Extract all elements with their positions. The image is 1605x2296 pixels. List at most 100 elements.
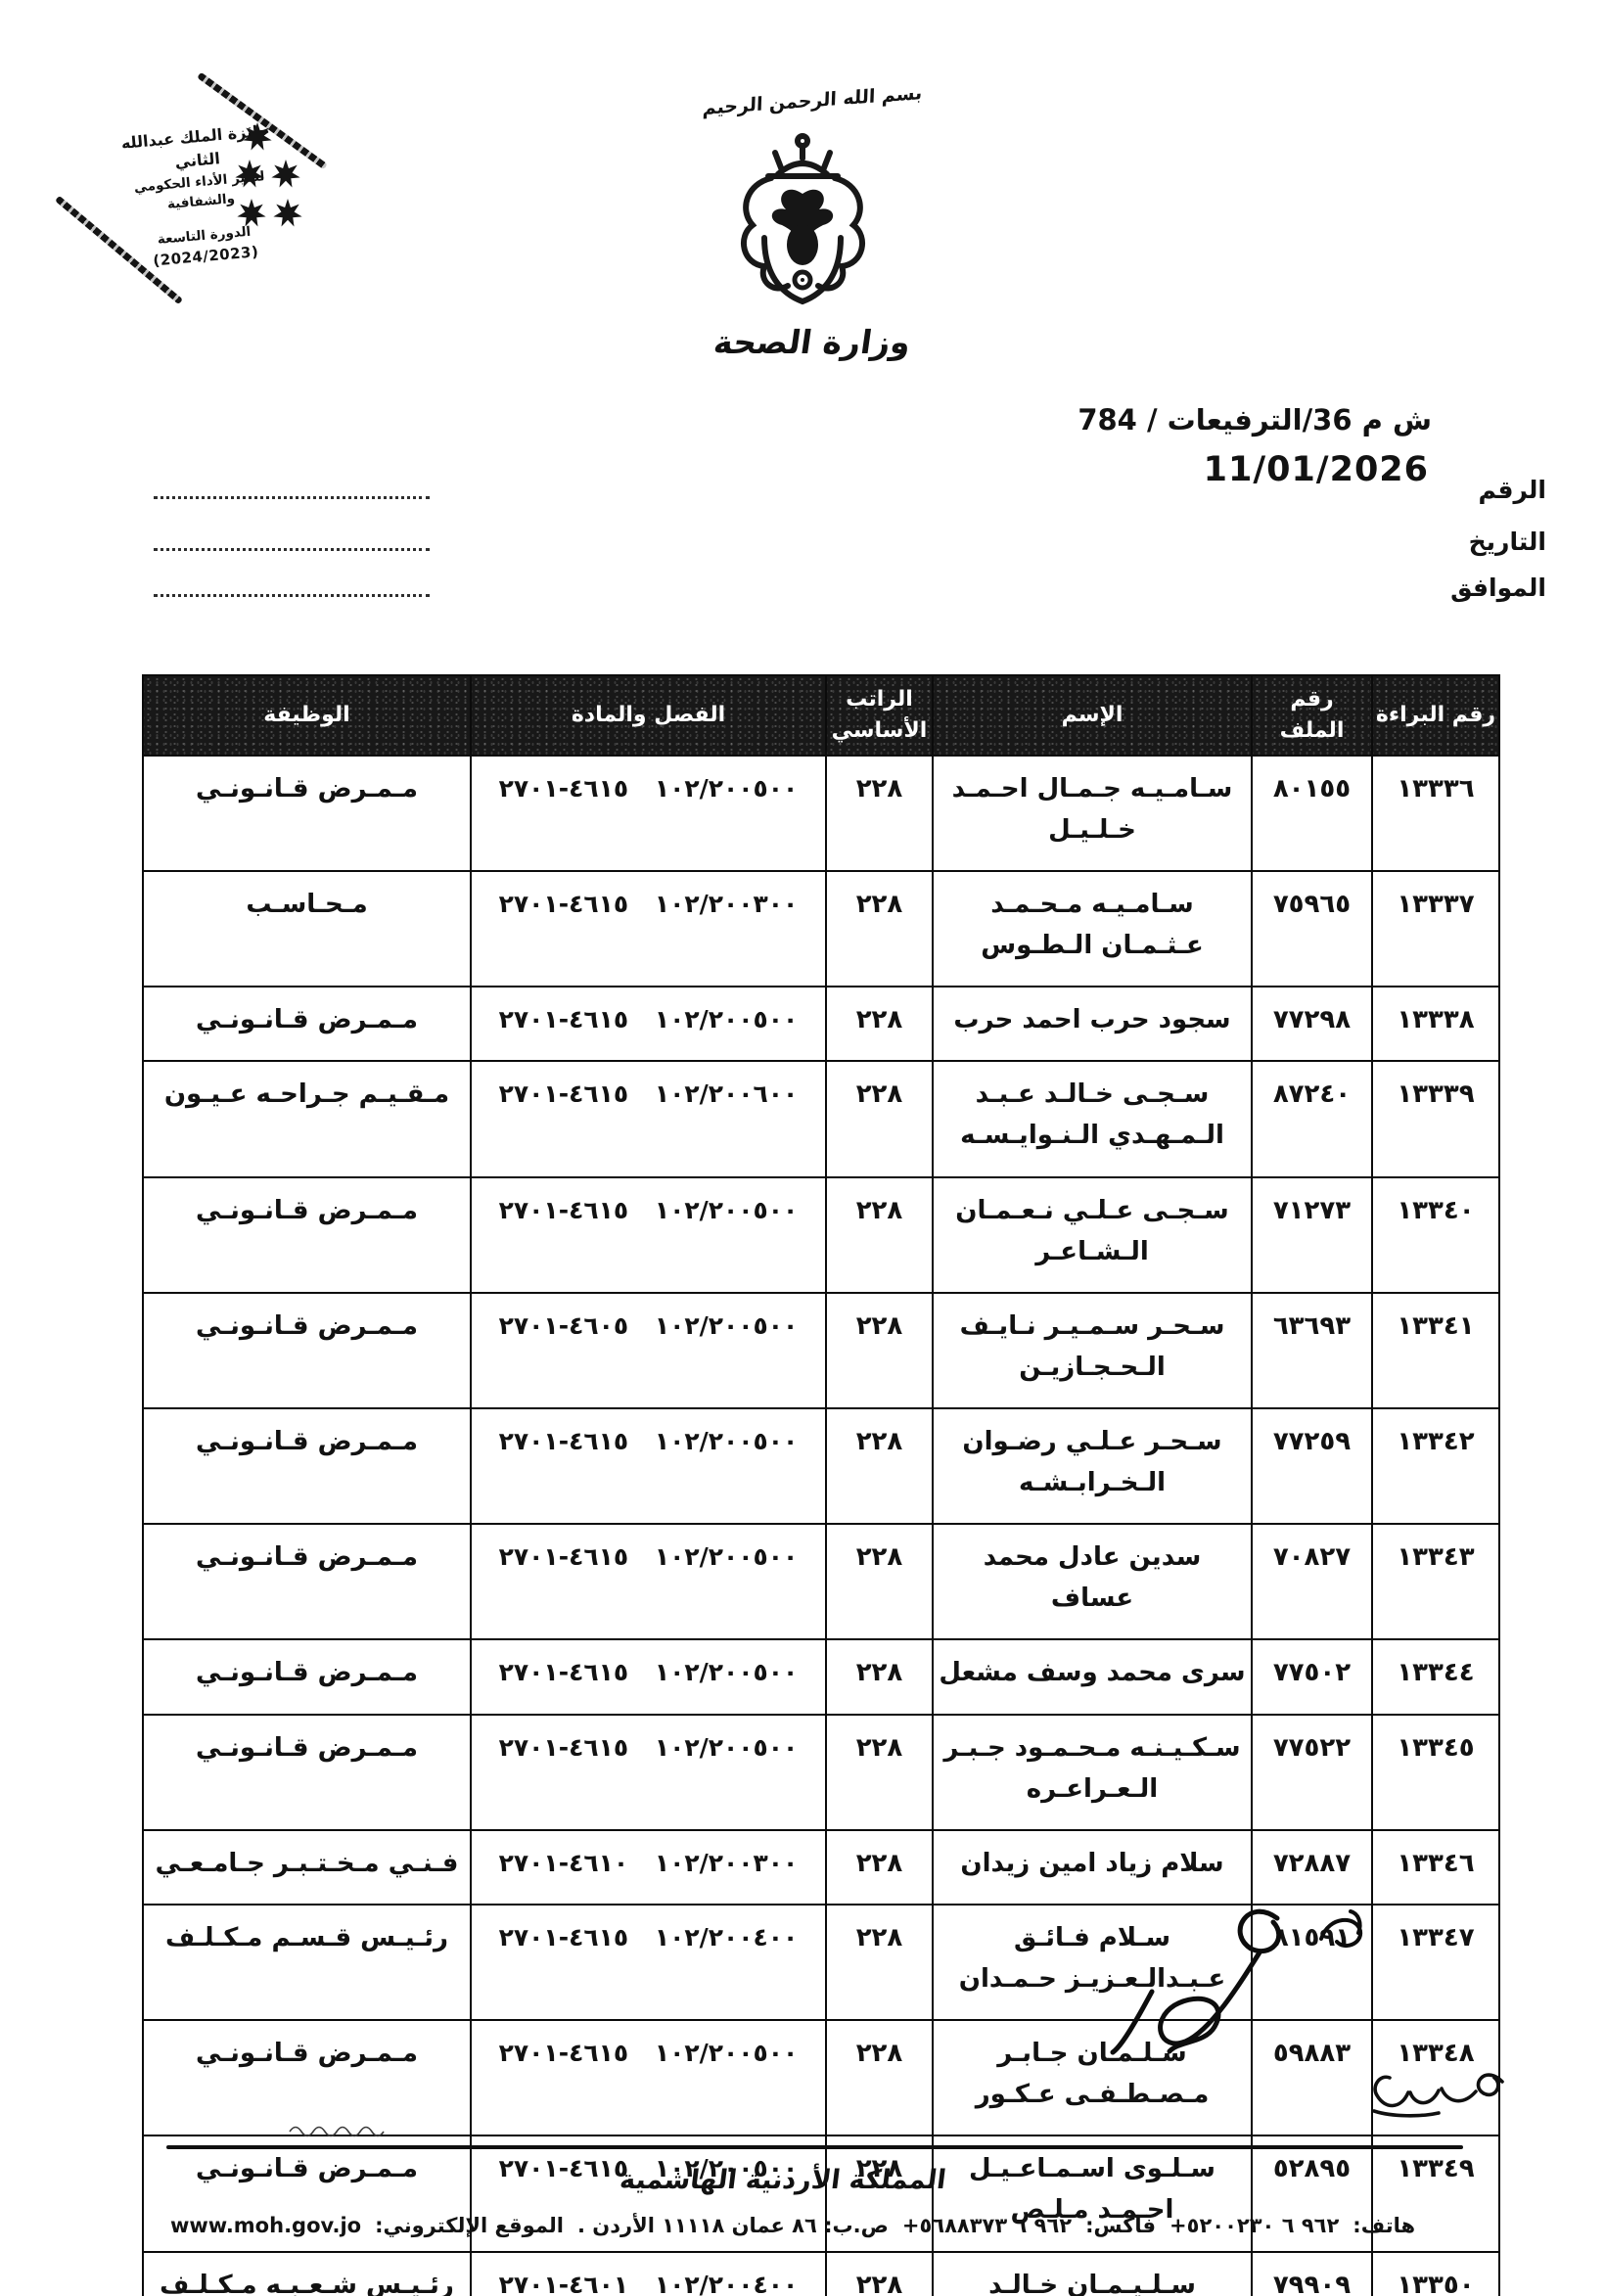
cell-patent-no: ١٣٣٣٨ <box>1371 986 1500 1063</box>
award-stamp-text: جائزة الملك عبدالله الثاني لتميز الأداء … <box>97 117 304 276</box>
cell-patent-no: ١٣٣٤٠ <box>1371 1175 1500 1294</box>
chapter-article-code: ١٠٢/٢٠٠٥٠٠ ٤٦٠٥-٢٧٠١ <box>498 1310 799 1340</box>
cell-job-title: مـمـرض قـانـونـي <box>142 1523 472 1641</box>
table-row: ١٣٣٤٨ ٥٩٨٨٣ سـلـمـان جـابـر مـصـطـفـى عـ… <box>142 2019 1500 2137</box>
cell-basic-salary: ٢٢٨ <box>825 986 934 1063</box>
pobox-text: ص.ب: ٨٦ عمان ١١١١٨ الأردن . <box>576 2214 889 2237</box>
cell-job-title: مـمـرض قـانـونـي <box>142 986 472 1063</box>
cell-patent-no: ١٣٣٤٨ <box>1371 2019 1500 2137</box>
chapter-article-code: ١٠٢/٢٠٠٤٠٠ ٤٦١٥-٢٧٠١ <box>498 1922 799 1952</box>
cell-basic-salary: ٢٢٨ <box>825 869 934 988</box>
chapter-article-code: ١٠٢/٢٠٠٥٠٠ ٤٦١٥-٢٧٠١ <box>498 1658 799 1687</box>
chapter-article-code: ١٠٢/٢٠٠٦٠٠ ٤٦١٥-٢٧٠١ <box>498 1079 799 1109</box>
chapter-article-code: ١٠٢/٢٠٠٥٠٠ ٤٦١٥-٢٧٠١ <box>498 2154 799 2183</box>
cell-patent-no: ١٣٣٤٩ <box>1371 2135 1500 2253</box>
cell-file-no: ٧٧٢٥٩ <box>1251 1406 1373 1526</box>
cell-patent-no: ١٣٣٤٦ <box>1371 1828 1500 1906</box>
handwritten-mark <box>1319 1909 1363 1948</box>
cell-chapter-article: ١٠٢/٢٠٠٥٠٠ ٤٦١٥-٢٧٠١ <box>470 2019 827 2137</box>
cell-patent-no: ١٣٣٣٦ <box>1371 754 1500 873</box>
cell-basic-salary: ٢٢٨ <box>825 754 934 873</box>
cell-employee-name: سـلـوى اسـمـاعـيـل احـمـد مـلـص <box>932 2135 1253 2253</box>
chapter-article-code: ١٠٢/٢٠٠٥٠٠ ٤٦١٥-٢٧٠١ <box>498 1195 799 1224</box>
reference-number: ش م 36/الترفيعات / 784 <box>1078 403 1432 436</box>
table-row: ١٣٣٤٤ ٧٧٥٠٢ سرى محمد وسف مشعل ٢٢٨ ١٠٢/٢٠… <box>142 1638 1500 1716</box>
dotted-line <box>154 546 430 551</box>
footer-contact-line: هاتف: +٩٦٢ ٦ ٥٢٠٠٢٣٠ فاكس: +٩٦٢ ٦ ٥٦٨٨٣٧… <box>117 2214 1468 2237</box>
dotted-line <box>154 592 430 597</box>
chapter-article-code: ١٠٢/٢٠٠٥٠٠ ٤٦١٥-٢٧٠١ <box>498 1426 799 1455</box>
phone-label: هاتف: <box>1353 2214 1416 2237</box>
cell-basic-salary: ٢٢٨ <box>825 1828 934 1906</box>
cell-job-title: مـمـرض قـانـونـي <box>142 1175 472 1294</box>
kingdom-title: المملكة الأردنية الهاشمية <box>618 2165 948 2195</box>
chapter-article-code: ١٠٢/٢٠٠٥٠٠ ٤٦١٥-٢٧٠١ <box>498 1005 799 1034</box>
col-header-chapter-article: الفصل والمادة <box>470 674 827 757</box>
table-row: ١٣٣٤٠ ٧١٢٧٣ سـجـى عـلـي نـعـمـان الـشـاع… <box>142 1175 1500 1294</box>
cell-file-no: ٧٥٩٦٥ <box>1251 869 1373 988</box>
chapter-article-code: ١٠٢/٢٠٠٥٠٠ ٤٦١٥-٢٧٠١ <box>498 1732 799 1762</box>
table-row: ١٣٣٤٩ ٥٢٨٩٥ سـلـوى اسـمـاعـيـل احـمـد مـ… <box>142 2135 1500 2253</box>
cell-file-no: ٦٣٦٩٣ <box>1251 1291 1373 1409</box>
dotted-line <box>154 494 430 499</box>
cell-basic-salary: ٢٢٨ <box>825 1713 934 1831</box>
cell-employee-name: سـجـى خـالـد عـبـد الـمـهـدي الـنـوايـسـ… <box>932 1060 1253 1178</box>
cell-job-title: مـمـرض قـانـونـي <box>142 1713 472 1831</box>
cell-basic-salary: ٢٢٨ <box>825 1060 934 1178</box>
cell-chapter-article: ١٠٢/٢٠٠٦٠٠ ٤٦١٥-٢٧٠١ <box>470 1060 827 1178</box>
col-header-file-no: رقم الملف <box>1251 674 1373 757</box>
cell-basic-salary: ٢٢٨ <box>825 2135 934 2253</box>
cell-file-no: ٧٧٢٩٨ <box>1251 986 1373 1063</box>
cell-file-no: ٧٧٥٢٢ <box>1251 1713 1373 1831</box>
chapter-article-code: ١٠٢/٢٠٠٥٠٠ ٤٦١٥-٢٧٠١ <box>498 2039 799 2068</box>
chapter-article-code: ١٠٢/٢٠٠٣٠٠ ٤٦١٠-٢٧٠١ <box>498 1848 799 1877</box>
website-label: الموقع الإلكتروني: <box>375 2214 564 2237</box>
cell-chapter-article: ١٠٢/٢٠٠٣٠٠ ٤٦١٠-٢٧٠١ <box>470 1828 827 1906</box>
handwritten-note <box>1372 2073 1504 2118</box>
cell-job-title: مـمـرض قـانـونـي <box>142 1291 472 1409</box>
handwritten-signature <box>1110 1908 1282 2055</box>
cell-basic-salary: ٢٢٨ <box>825 1903 934 2022</box>
cell-file-no: ٧١٢٧٣ <box>1251 1175 1373 1294</box>
table-row: ١٣٣٣٩ ٨٧٢٤٠ سـجـى خـالـد عـبـد الـمـهـدي… <box>142 1060 1500 1178</box>
jordan-coat-of-arms <box>741 133 865 305</box>
fax-number: +٩٦٢ ٦ ٥٦٨٨٣٧٣ <box>901 2214 1073 2237</box>
cell-chapter-article: ١٠٢/٢٠٠٥٠٠ ٤٦١٥-٢٧٠١ <box>470 986 827 1063</box>
cell-chapter-article: ١٠٢/٢٠٠٥٠٠ ٤٦١٥-٢٧٠١ <box>470 1713 827 1831</box>
cell-file-no: ٥٢٨٩٥ <box>1251 2135 1373 2253</box>
table-row: ١٣٣٥٠ ٧٩٩٠٩ سـلـيـمـان خـالـد سـلـيـمـان… <box>142 2250 1500 2296</box>
fax-label: فاكس: <box>1085 2214 1157 2237</box>
col-header-job-title: الوظيفة <box>142 674 472 757</box>
cell-patent-no: ١٣٣٣٩ <box>1371 1060 1500 1178</box>
field-label-agreed: الموافق <box>1450 574 1546 602</box>
cell-basic-salary: ٢٢٨ <box>825 1406 934 1526</box>
footer-rule <box>166 2145 1463 2149</box>
cell-employee-name: سرى محمد وسف مشعل <box>932 1638 1253 1716</box>
cell-chapter-article: ١٠٢/٢٠٠٥٠٠ ٤٦١٥-٢٧٠١ <box>470 754 827 873</box>
cell-job-title: رئـيـس قـسـم مـكـلـف <box>142 1903 472 2022</box>
cell-job-title: مـمـرض قـانـونـي <box>142 1638 472 1716</box>
cell-chapter-article: ١٠٢/٢٠٠٥٠٠ ٤٦١٥-٢٧٠١ <box>470 1638 827 1716</box>
cell-chapter-article: ١٠٢/٢٠٠٥٠٠ ٤٦١٥-٢٧٠١ <box>470 1175 827 1294</box>
cell-chapter-article: ١٠٢/٢٠٠٥٠٠ ٤٦١٥-٢٧٠١ <box>470 2135 827 2253</box>
chapter-article-code: ١٠٢/٢٠٠٤٠٠ ٤٦٠١-٢٧٠١ <box>498 2270 799 2296</box>
cell-basic-salary: ٢٢٨ <box>825 2019 934 2137</box>
cell-job-title: مـمـرض قـانـونـي <box>142 754 472 873</box>
field-label-date: التاريخ <box>1468 528 1546 556</box>
cell-patent-no: ١٣٣٤٢ <box>1371 1406 1500 1526</box>
col-header-patent-no: رقم البراءة <box>1371 674 1500 757</box>
promotions-table: رقم البراءة رقم الملف الإسم الراتب الأسا… <box>142 674 1500 2296</box>
cell-patent-no: ١٣٣٤١ <box>1371 1291 1500 1409</box>
cell-employee-name: سـكـيـنـه مـحـمـود جـبـر الـعـراعـره <box>932 1713 1253 1831</box>
cell-job-title: مـمـرض قـانـونـي <box>142 2135 472 2253</box>
col-header-name: الإسم <box>932 674 1253 757</box>
cell-employee-name: سـامـيـه جـمـال احـمـد خـلـيـل <box>932 754 1253 873</box>
cell-file-no: ٥٩٨٨٣ <box>1251 2019 1373 2137</box>
cell-basic-salary: ٢٢٨ <box>825 1523 934 1641</box>
cell-basic-salary: ٢٢٨ <box>825 1638 934 1716</box>
chapter-article-code: ١٠٢/٢٠٠٣٠٠ ٤٦١٥-٢٧٠١ <box>498 890 799 918</box>
cell-job-title: مـمـرض قـانـونـي <box>142 2019 472 2137</box>
cell-file-no: ٧٠٨٢٧ <box>1251 1523 1373 1641</box>
cell-patent-no: ١٣٣٥٠ <box>1371 2250 1500 2296</box>
